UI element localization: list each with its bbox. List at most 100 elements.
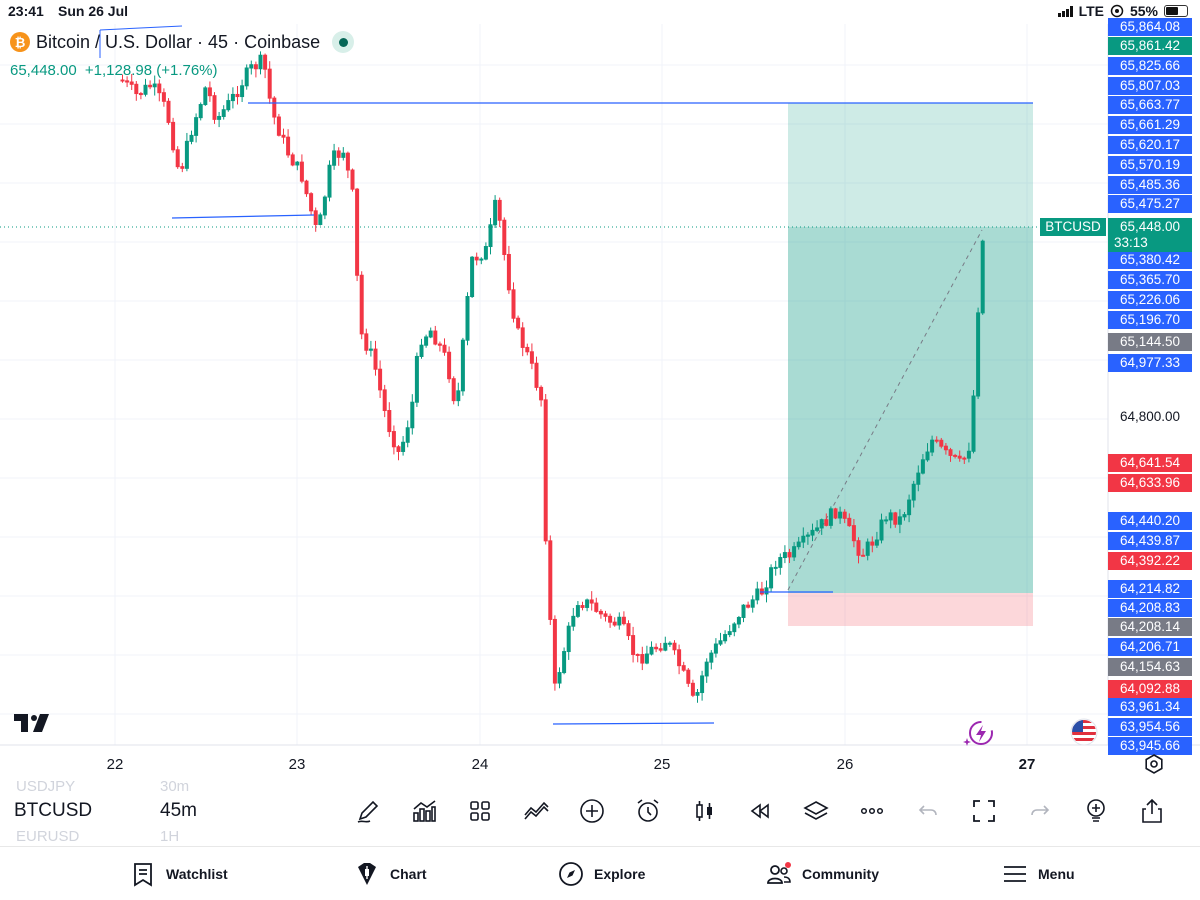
bar-countdown: 33:13 [1108,234,1192,252]
candle-body [516,317,521,329]
us-flag-icon[interactable] [1070,718,1098,746]
flash-icon[interactable] [962,718,996,748]
candle-body [272,97,277,118]
switcher-item-usdjpy[interactable]: USDJPY 30m [16,778,189,795]
nav-watchlist[interactable]: Watchlist [130,847,228,900]
compare-icon[interactable] [508,790,564,832]
candle-body [828,508,833,526]
candle-body [723,634,728,642]
candle-body [217,115,222,120]
candle-body [207,87,212,97]
candle-body [672,642,677,651]
price-axis-label: 64,392.22 [1108,552,1192,570]
trend-line-bottom[interactable] [552,722,715,725]
candle-body [819,519,824,529]
grid-icon[interactable] [452,790,508,832]
replay-icon[interactable] [732,790,788,832]
candle [856,537,861,564]
candle [815,520,820,533]
candle [171,117,176,153]
price-axis-label: 65,196.70 [1108,311,1192,329]
candle [207,81,212,102]
symbol-header[interactable]: ₿ Bitcoin / U.S. Dollar · 45 · Coinbase [10,31,355,53]
drawing-lines[interactable] [99,25,1033,725]
candle-body [755,588,760,601]
candle-body [249,64,254,69]
candle [148,80,153,90]
nav-explore[interactable]: Explore [558,847,645,900]
switcher-item-btcusd[interactable]: BTCUSD 45m [14,800,197,822]
candle-body [690,682,695,696]
candle-body [704,661,709,677]
candle [957,450,962,462]
candle-body [916,472,921,485]
candle [870,536,875,553]
candle [792,542,797,561]
nav-community[interactable]: Community [766,847,879,900]
network-type: LTE [1078,3,1104,19]
idea-icon[interactable] [1068,790,1124,832]
candle [566,622,571,660]
candle-body [387,410,392,433]
candle [465,292,470,346]
candle [401,436,406,456]
candle [980,239,985,315]
candle [516,315,521,330]
more-icon[interactable] [844,790,900,832]
candle-body [571,615,576,627]
candle-body [134,83,139,95]
price-axis-label: 64,208.14 [1108,618,1192,636]
alarm-icon[interactable] [620,790,676,832]
fullscreen-icon[interactable] [956,790,1012,832]
candle [332,143,337,170]
time-axis-label: 27 [1018,756,1036,773]
candle-body [138,93,143,96]
candle [281,128,286,144]
share-icon[interactable] [1124,790,1180,832]
market-status-icon[interactable] [332,31,355,53]
nav-chart[interactable]: Chart [354,847,427,900]
candle [833,507,838,520]
nav-menu[interactable]: Menu [1002,847,1075,900]
candle-body [640,654,645,664]
current-symbol-label: BTCUSD [1040,218,1106,236]
price-axis-label: 64,440.20 [1108,512,1192,530]
candle-body [920,459,925,474]
symbol-switcher[interactable]: USDJPY 30m BTCUSD 45m EURUSD 1H [0,778,260,846]
candle [129,73,134,91]
price-axis-label: 65,226.06 [1108,291,1192,309]
trend-line-box-top-h[interactable] [99,25,183,31]
switcher-item-eurusd[interactable]: EURUSD 1H [16,828,179,845]
undo-icon[interactable] [900,790,956,832]
candle [511,282,516,323]
symbol-title[interactable]: Bitcoin / U.S. Dollar · 45 · Coinbase [36,31,321,52]
price-chart[interactable] [0,0,1200,780]
candle [304,179,309,197]
candle-body [870,541,875,546]
candle-body [626,623,631,637]
trend-line-left[interactable] [171,214,315,219]
candle [612,617,617,627]
add-icon[interactable] [564,790,620,832]
indicators-icon[interactable] [396,790,452,832]
layers-icon[interactable] [788,790,844,832]
candle [723,630,728,644]
candle-body [382,389,387,412]
gear-icon[interactable] [1144,754,1164,774]
candle [368,340,373,357]
candle-body [608,615,613,623]
candle [226,93,231,112]
redo-icon[interactable] [1012,790,1068,832]
candle-body [355,188,360,276]
candle-body [842,511,847,519]
candle-body [442,344,447,353]
candle [589,591,594,611]
candle [180,162,185,173]
price-axis-label: 65,570.19 [1108,156,1192,174]
candles-icon[interactable] [676,790,732,832]
candle-body [750,599,755,608]
candle-body [460,339,465,392]
candle [838,506,843,524]
pencil-icon[interactable] [340,790,396,832]
candle [847,513,852,527]
